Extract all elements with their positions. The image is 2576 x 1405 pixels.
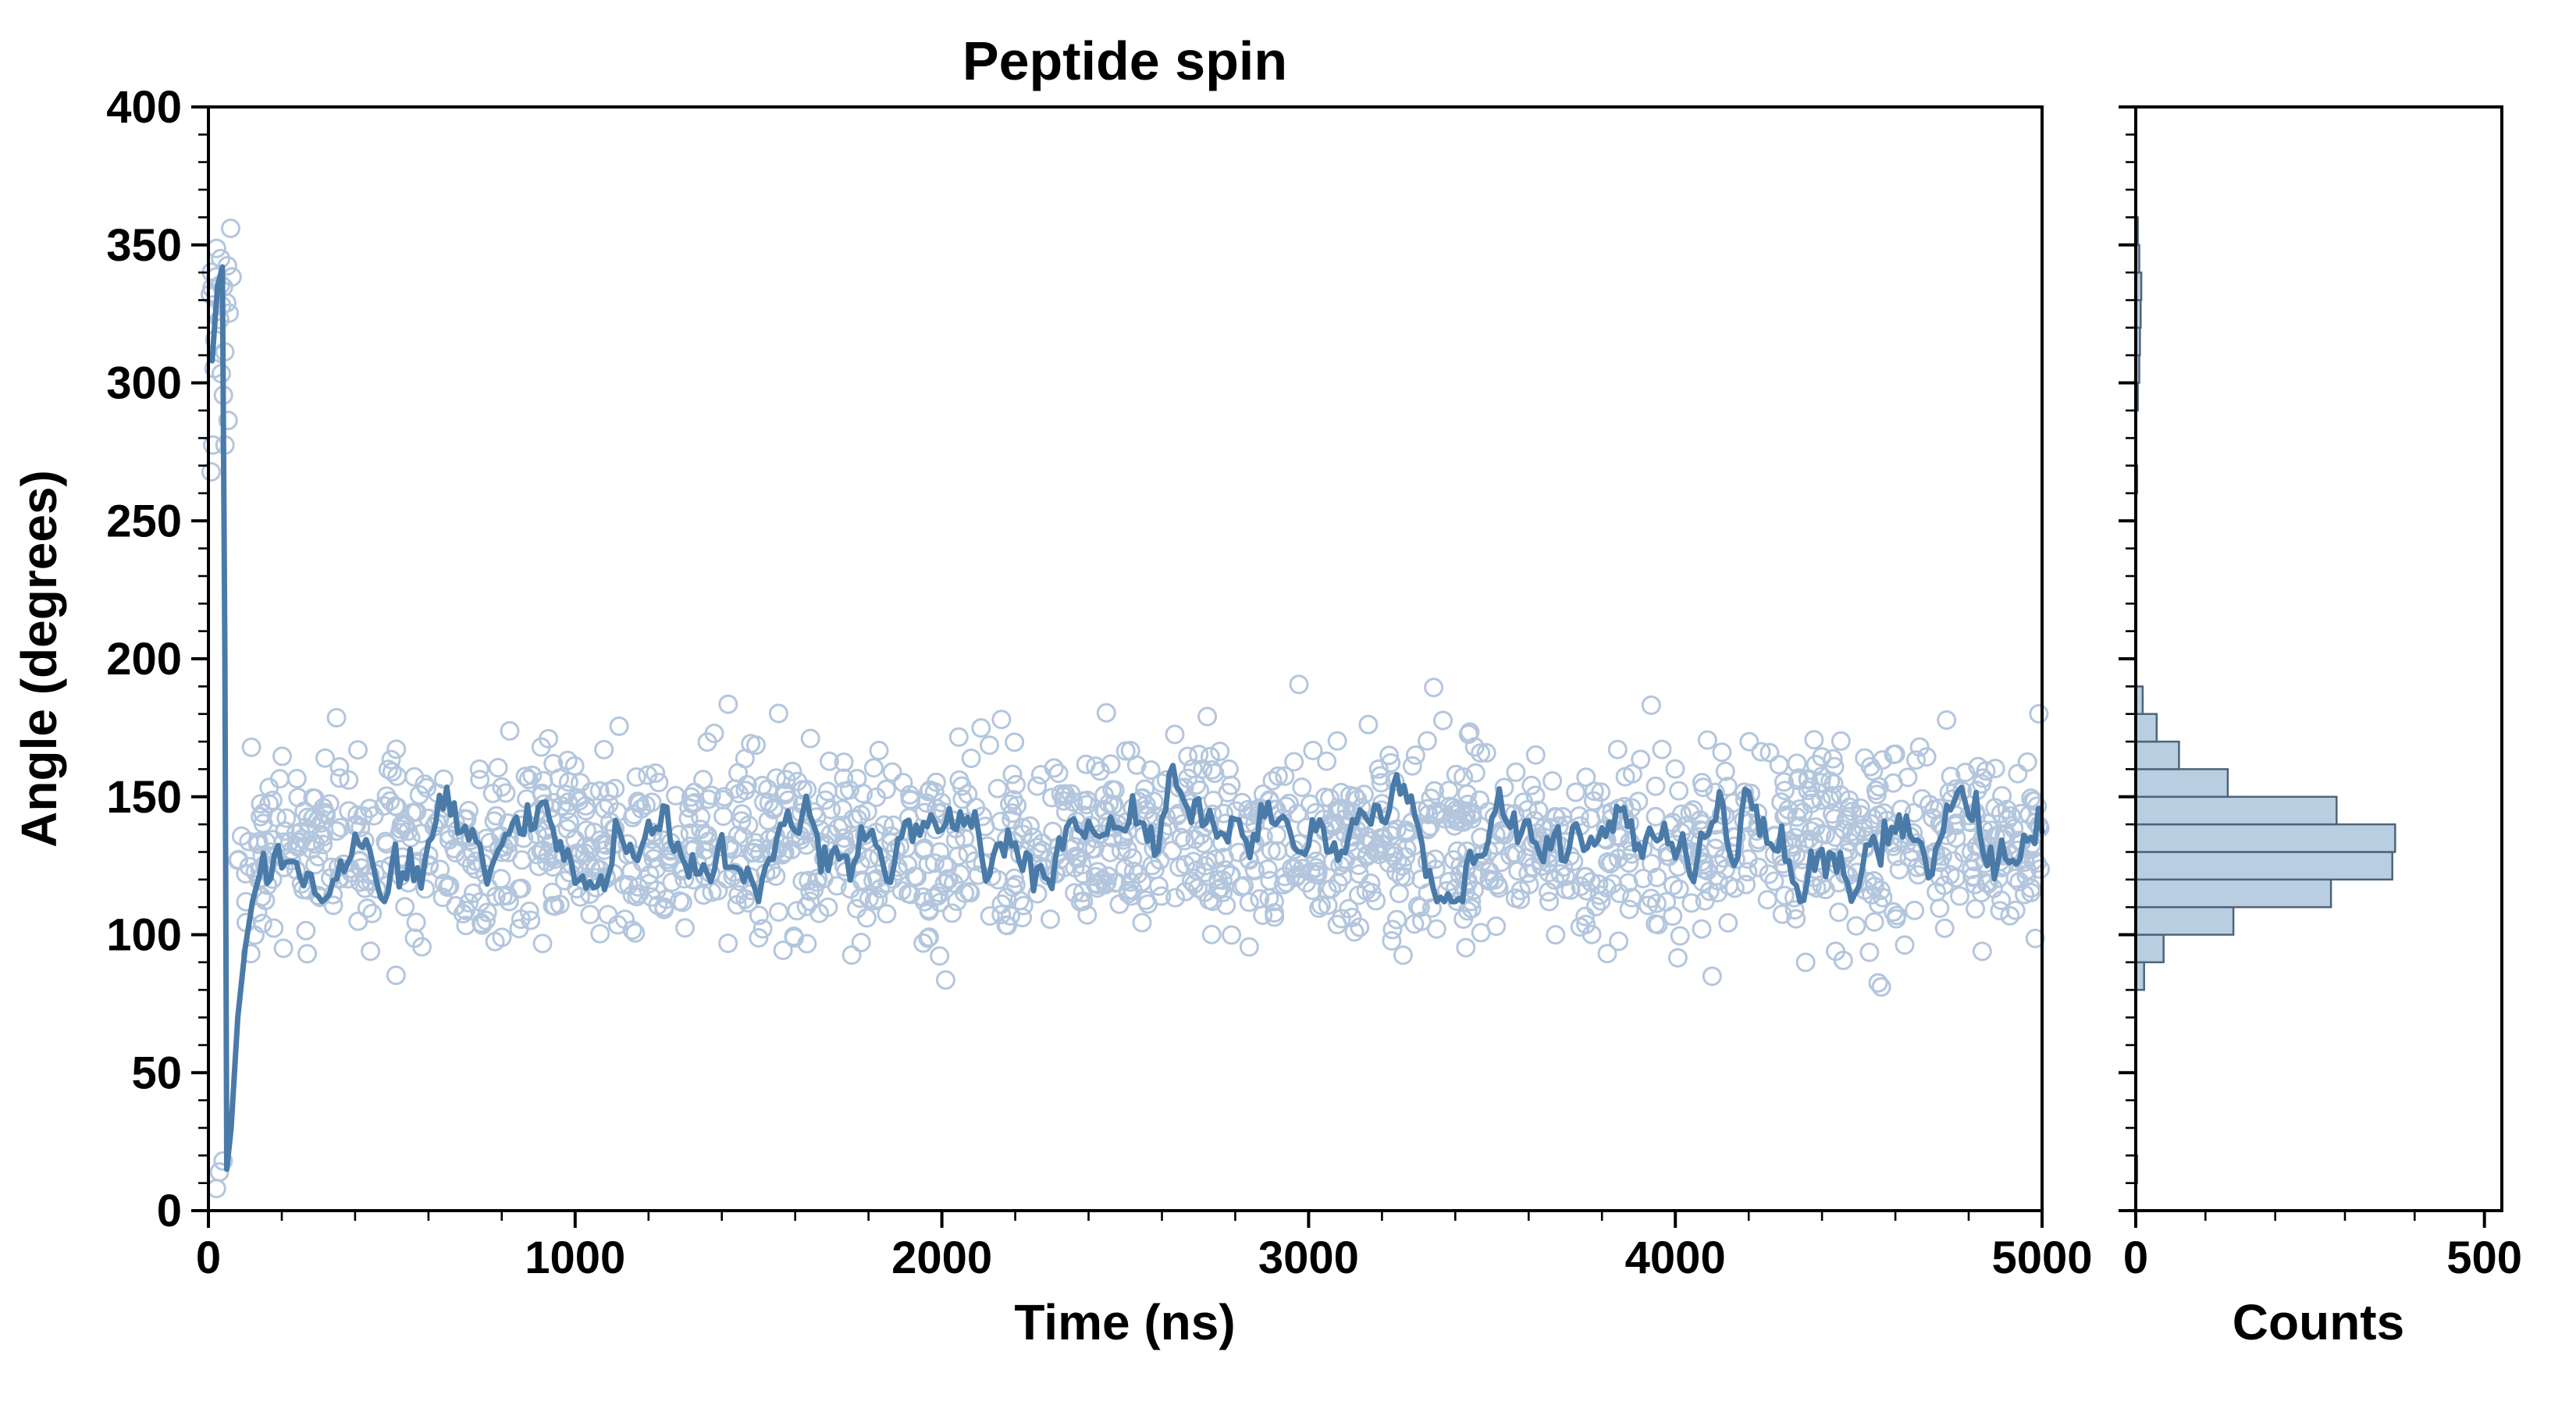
tick-label: 4000 xyxy=(1625,1232,1726,1283)
tick-label: 5000 xyxy=(1991,1232,2092,1283)
tick-label: 500 xyxy=(2446,1232,2522,1283)
plot-layers: 0 1000 2000 3000 4000 50000501001502002503003… xyxy=(106,82,2522,1283)
histogram-bar xyxy=(2134,768,2229,799)
histogram-bar xyxy=(2134,934,2165,964)
scatter-points xyxy=(201,219,2051,1199)
tick-label: 0 xyxy=(157,1186,182,1236)
histogram-bar xyxy=(2134,905,2235,936)
tick-label: 150 xyxy=(106,772,182,823)
tick-label: 0 xyxy=(2123,1232,2148,1283)
chart-title: Peptide spin xyxy=(962,30,1287,91)
histogram-bar xyxy=(2134,823,2396,853)
tick-label: 300 xyxy=(106,358,182,409)
running-mean-line xyxy=(209,264,2045,1172)
tick-label: 1000 xyxy=(525,1232,625,1283)
main-axes-frame xyxy=(207,105,2044,1212)
histogram-bars xyxy=(2134,216,2396,1184)
tick-label: 400 xyxy=(106,82,182,133)
tick-label: 200 xyxy=(106,634,182,685)
histogram-bar xyxy=(2134,713,2158,743)
histogram-bar xyxy=(2134,878,2332,909)
hist-axes-frame xyxy=(2134,105,2503,1212)
histogram-bar xyxy=(2134,795,2338,826)
tick-label: 250 xyxy=(106,496,182,546)
histogram-bar xyxy=(2134,740,2180,770)
x-axis-label: Time (ns) xyxy=(1014,1294,1235,1350)
tick-label: 2000 xyxy=(891,1232,992,1283)
y-axis-label: Angle (degrees) xyxy=(11,470,67,848)
axis-ticks xyxy=(191,105,2486,1228)
histogram-bar xyxy=(2134,851,2393,881)
tick-label: 3000 xyxy=(1258,1232,1359,1283)
tick-label: 0 xyxy=(196,1232,221,1283)
tick-label: 50 xyxy=(131,1048,182,1098)
hist-x-axis-label: Counts xyxy=(2233,1294,2404,1350)
tick-label: 350 xyxy=(106,220,182,271)
tick-label: 100 xyxy=(106,910,182,961)
